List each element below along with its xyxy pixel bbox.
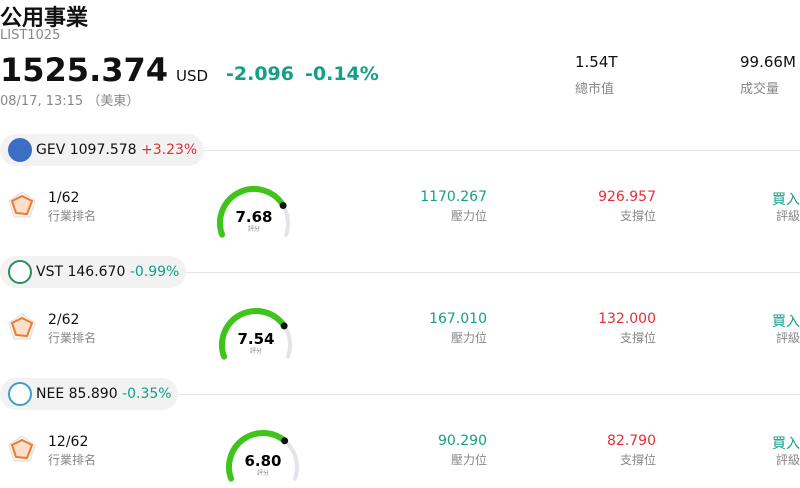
support: 82.790: [607, 433, 656, 449]
gauge-dot: [279, 201, 287, 209]
stock-change: -0.35%: [122, 386, 172, 402]
gauge-value: [226, 430, 288, 482]
change-pct: -0.14%: [305, 63, 379, 85]
support: 132.000: [598, 311, 656, 327]
radar-shape: [10, 316, 34, 338]
ticker: VST: [36, 264, 64, 280]
radar-icon: [8, 435, 36, 462]
ticker: GEV: [36, 142, 66, 158]
rating: 買入: [772, 192, 800, 208]
volume: 99.66M: [740, 53, 796, 71]
volume-label: 成交量: [740, 82, 780, 97]
stock-change: -0.99%: [129, 264, 180, 280]
divider: [178, 394, 800, 395]
rank-label: 行業排名: [48, 209, 97, 223]
score: 7.54: [237, 330, 274, 348]
gauge-value: [217, 186, 287, 238]
logo: [8, 260, 32, 284]
stock-change: +3.23%: [141, 142, 198, 158]
price: 1525.374: [0, 51, 169, 89]
support: 926.957: [598, 189, 656, 205]
resistance-label: 壓力位: [450, 331, 487, 345]
title: 公用事業: [0, 6, 89, 31]
gauge-value: [219, 308, 288, 360]
radar-icon: [8, 313, 36, 340]
ticker-line: NEE 85.890 -0.35%: [36, 386, 172, 402]
stock-price: 85.890: [68, 386, 118, 402]
resistance: 90.290: [438, 433, 487, 449]
market-cap: 1.54T: [575, 53, 618, 71]
rank: 12/62: [48, 434, 89, 450]
rating-label: 評級: [775, 453, 800, 467]
support-label: 支撐位: [619, 209, 656, 223]
ticker: NEE: [36, 386, 65, 402]
ticker-line: GEV 1097.578 +3.23%: [36, 142, 197, 158]
time: 08/17, 13:15 （美東）: [0, 94, 140, 109]
logo-circle: [8, 260, 32, 284]
market-cap-label: 總市值: [575, 82, 615, 97]
logo-circle: [8, 138, 32, 162]
rank-label: 行業排名: [48, 453, 97, 467]
score-label: 評分: [250, 347, 262, 355]
resistance-label: 壓力位: [450, 453, 487, 467]
support-label: 支撐位: [619, 331, 656, 345]
code: LIST1025: [0, 28, 61, 43]
ticker-line: VST 146.670 -0.99%: [36, 264, 179, 280]
radar-shape: [10, 194, 34, 216]
stock-price: 146.670: [67, 264, 126, 280]
stock-pill[interactable]: [0, 134, 204, 166]
rank-label: 行業排名: [48, 331, 97, 345]
score: 7.68: [235, 208, 272, 226]
rank: 1/62: [48, 190, 80, 206]
logo: [8, 382, 32, 406]
rating: 買入: [772, 314, 800, 330]
change: -2.096: [226, 63, 294, 85]
logo: [8, 138, 32, 162]
divider: [204, 150, 800, 151]
resistance: 1170.267: [420, 189, 487, 205]
radar-icon: [8, 191, 36, 218]
rating-label: 評級: [775, 331, 800, 345]
gauge-dot: [280, 322, 288, 330]
rating: 買入: [772, 436, 800, 452]
radar-shape: [10, 438, 34, 460]
score-label: 評分: [257, 469, 269, 477]
score: 6.80: [244, 452, 281, 470]
score-label: 評分: [248, 225, 260, 233]
rating-label: 評級: [775, 209, 800, 223]
resistance-label: 壓力位: [450, 209, 487, 223]
divider: [186, 272, 800, 273]
currency: USD: [176, 67, 209, 85]
resistance: 167.010: [429, 311, 487, 327]
logo-circle: [8, 382, 32, 406]
support-label: 支撐位: [619, 453, 656, 467]
rank: 2/62: [48, 312, 80, 328]
gauge-dot: [281, 437, 289, 445]
stock-price: 1097.578: [69, 142, 137, 158]
